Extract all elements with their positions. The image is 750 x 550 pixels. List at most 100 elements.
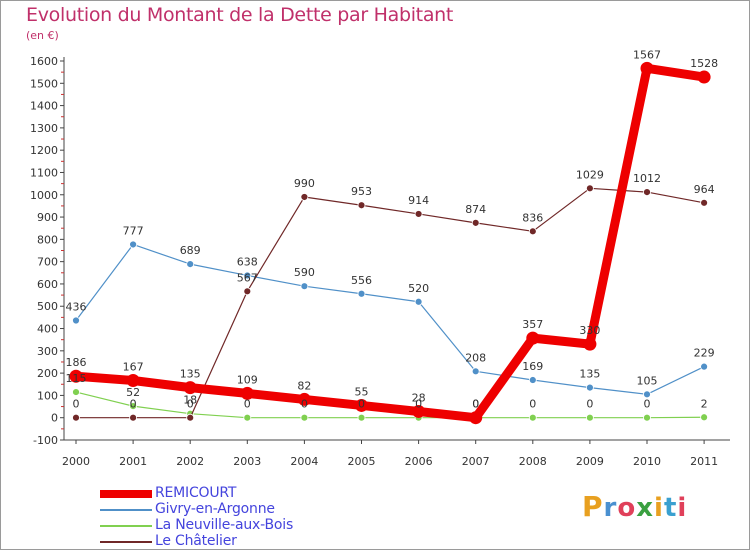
data-label: 436 bbox=[66, 301, 87, 314]
legend-swatch bbox=[100, 509, 152, 511]
data-point bbox=[186, 413, 195, 422]
logo-letter: P bbox=[582, 490, 604, 523]
y-tick-label: 0 bbox=[51, 412, 58, 425]
data-label: 2 bbox=[701, 397, 708, 410]
data-label: 874 bbox=[465, 203, 486, 216]
logo-letter: t bbox=[663, 493, 678, 523]
data-point bbox=[528, 413, 537, 422]
data-label: 229 bbox=[694, 347, 715, 360]
data-label: 357 bbox=[522, 318, 543, 331]
y-tick-label: 600 bbox=[37, 278, 58, 291]
data-label: 135 bbox=[180, 368, 201, 381]
data-label: 186 bbox=[66, 356, 87, 369]
data-point bbox=[700, 198, 708, 207]
x-tick-label: 2004 bbox=[290, 455, 318, 468]
data-label: 55 bbox=[355, 385, 369, 398]
data-label: 1029 bbox=[576, 168, 604, 181]
data-point bbox=[186, 260, 195, 268]
data-point bbox=[355, 398, 368, 412]
x-tick-label: 2011 bbox=[690, 455, 718, 468]
data-label: 208 bbox=[465, 351, 486, 364]
logo-letter: i bbox=[654, 493, 664, 523]
data-point bbox=[357, 201, 366, 210]
data-point bbox=[300, 282, 309, 291]
data-point bbox=[243, 413, 252, 422]
data-label: 556 bbox=[351, 274, 372, 287]
data-point bbox=[129, 413, 138, 422]
data-label: 28 bbox=[412, 391, 426, 404]
data-label: 590 bbox=[294, 266, 315, 279]
series-line bbox=[75, 187, 705, 419]
data-point bbox=[414, 297, 423, 306]
legend-swatch bbox=[100, 541, 152, 543]
y-tick-label: 200 bbox=[37, 367, 58, 380]
data-point bbox=[72, 388, 80, 396]
data-point bbox=[643, 188, 651, 196]
data-point bbox=[583, 337, 597, 351]
y-tick-label: -100 bbox=[33, 434, 58, 447]
data-label: 914 bbox=[408, 194, 429, 207]
x-tick-label: 2005 bbox=[348, 455, 376, 468]
data-point bbox=[640, 61, 654, 75]
y-tick-label: 1600 bbox=[30, 55, 58, 68]
data-label: 836 bbox=[522, 211, 543, 224]
data-point bbox=[300, 193, 309, 201]
data-point bbox=[300, 413, 309, 422]
data-label: 0 bbox=[586, 398, 593, 411]
data-point bbox=[412, 404, 426, 418]
data-point bbox=[243, 271, 252, 280]
data-label: 109 bbox=[237, 373, 258, 386]
data-label: 1012 bbox=[633, 172, 661, 185]
data-label: 1567 bbox=[633, 48, 661, 61]
series-line bbox=[75, 243, 705, 395]
chart-title: Evolution du Montant de la Dette par Hab… bbox=[26, 4, 454, 26]
data-point bbox=[700, 362, 708, 371]
data-point bbox=[526, 331, 540, 345]
data-point bbox=[528, 227, 537, 236]
data-label: 0 bbox=[472, 398, 479, 411]
logo-letter: o bbox=[617, 493, 637, 523]
data-label: 0 bbox=[301, 398, 308, 411]
data-label: 964 bbox=[694, 183, 715, 196]
data-point bbox=[471, 367, 480, 376]
data-point bbox=[586, 383, 594, 392]
data-point bbox=[469, 411, 483, 425]
data-point bbox=[414, 210, 423, 218]
data-point bbox=[697, 70, 711, 84]
data-label: 167 bbox=[123, 360, 144, 373]
legend-swatch bbox=[100, 490, 152, 498]
data-point bbox=[528, 376, 537, 384]
data-label: 0 bbox=[529, 398, 536, 411]
data-point bbox=[586, 413, 594, 422]
data-label: 520 bbox=[408, 282, 429, 295]
data-point bbox=[700, 413, 708, 422]
data-label: 0 bbox=[472, 398, 479, 411]
data-point bbox=[72, 316, 80, 325]
data-label: 82 bbox=[297, 379, 311, 392]
data-point bbox=[129, 402, 138, 411]
y-tick-label: 1500 bbox=[30, 77, 58, 90]
x-tick-label: 2007 bbox=[462, 455, 490, 468]
data-label: 567 bbox=[237, 271, 258, 284]
y-tick-label: 1100 bbox=[30, 166, 58, 179]
data-label: 169 bbox=[522, 360, 543, 373]
logo-letter: i bbox=[677, 493, 688, 523]
data-point bbox=[643, 413, 651, 422]
data-label: 689 bbox=[180, 244, 201, 257]
proxiti-logo: Proxiti bbox=[582, 490, 687, 523]
data-point bbox=[357, 413, 366, 422]
y-tick-label: 400 bbox=[37, 323, 58, 336]
data-point bbox=[297, 392, 311, 406]
x-tick-label: 2008 bbox=[519, 455, 547, 468]
data-label: 0 bbox=[130, 398, 137, 411]
data-label: 638 bbox=[237, 255, 258, 268]
x-tick-label: 2009 bbox=[576, 455, 604, 468]
legend-label: REMICOURT bbox=[155, 485, 237, 501]
legend-label: Le Châtelier bbox=[155, 533, 237, 549]
data-point bbox=[643, 390, 651, 399]
y-tick-label: 500 bbox=[37, 300, 58, 313]
data-point bbox=[586, 184, 594, 193]
data-point bbox=[240, 386, 254, 400]
data-point bbox=[72, 413, 80, 422]
